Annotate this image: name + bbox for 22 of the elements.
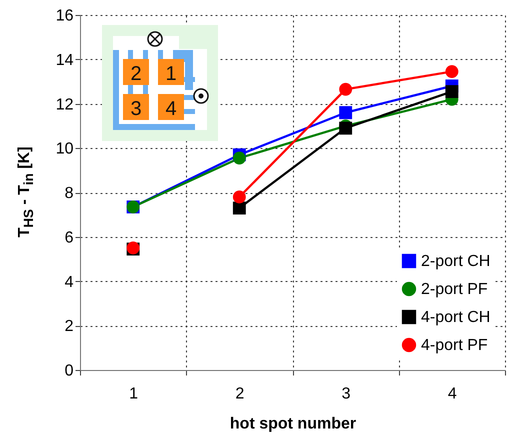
y-tick-label: 0 (64, 362, 74, 380)
y-tick-label: 16 (56, 8, 74, 24)
legend-label: 2-port CH (421, 253, 490, 270)
y-tick-label: 4 (64, 274, 74, 291)
x-tick-label: 1 (129, 386, 138, 402)
y-tick-label: 10 (56, 140, 74, 158)
x-tick-label: 2 (235, 386, 244, 402)
x-axis-title: hot spot number (230, 416, 356, 432)
y-tick-label: 6 (64, 229, 74, 246)
y-tick-label: 12 (56, 96, 74, 114)
annotation: 4 (165, 98, 177, 120)
annotation: 1 (165, 63, 177, 85)
x-tick-label: 4 (448, 386, 457, 402)
x-tick-label: 3 (342, 386, 351, 402)
y-tick-label: 14 (56, 52, 74, 69)
legend-label: 4-port PF (421, 337, 488, 354)
legend-label: 4-port CH (421, 309, 490, 326)
y-tick-label: 2 (64, 318, 74, 336)
annotation: 3 (130, 98, 142, 120)
annotation: 2 (130, 63, 142, 85)
y-tick-label: 8 (64, 185, 74, 202)
legend-label: 2-port PF (421, 281, 488, 298)
